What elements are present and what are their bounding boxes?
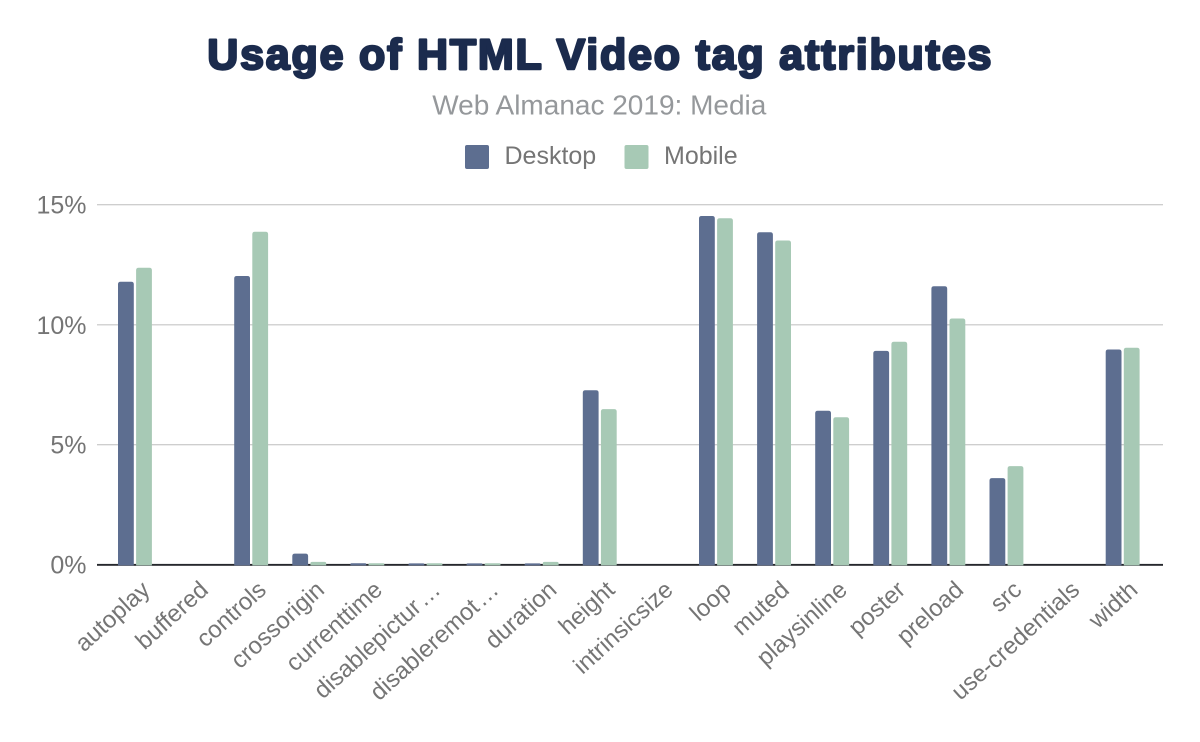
svg-text:width: width (1083, 576, 1143, 634)
svg-text:5%: 5% (50, 432, 86, 460)
svg-text:Desktop: Desktop (505, 142, 597, 170)
svg-text:10%: 10% (36, 312, 86, 340)
svg-text:15%: 15% (36, 192, 86, 220)
svg-text:0%: 0% (50, 552, 86, 580)
svg-text:preload: preload (891, 576, 968, 650)
svg-text:Web Almanac 2019: Media: Web Almanac 2019: Media (432, 89, 767, 120)
svg-text:src: src (985, 576, 1027, 617)
svg-text:Mobile: Mobile (664, 142, 738, 170)
svg-text:Usage of HTML Video tag attrib: Usage of HTML Video tag attributes (207, 31, 993, 79)
